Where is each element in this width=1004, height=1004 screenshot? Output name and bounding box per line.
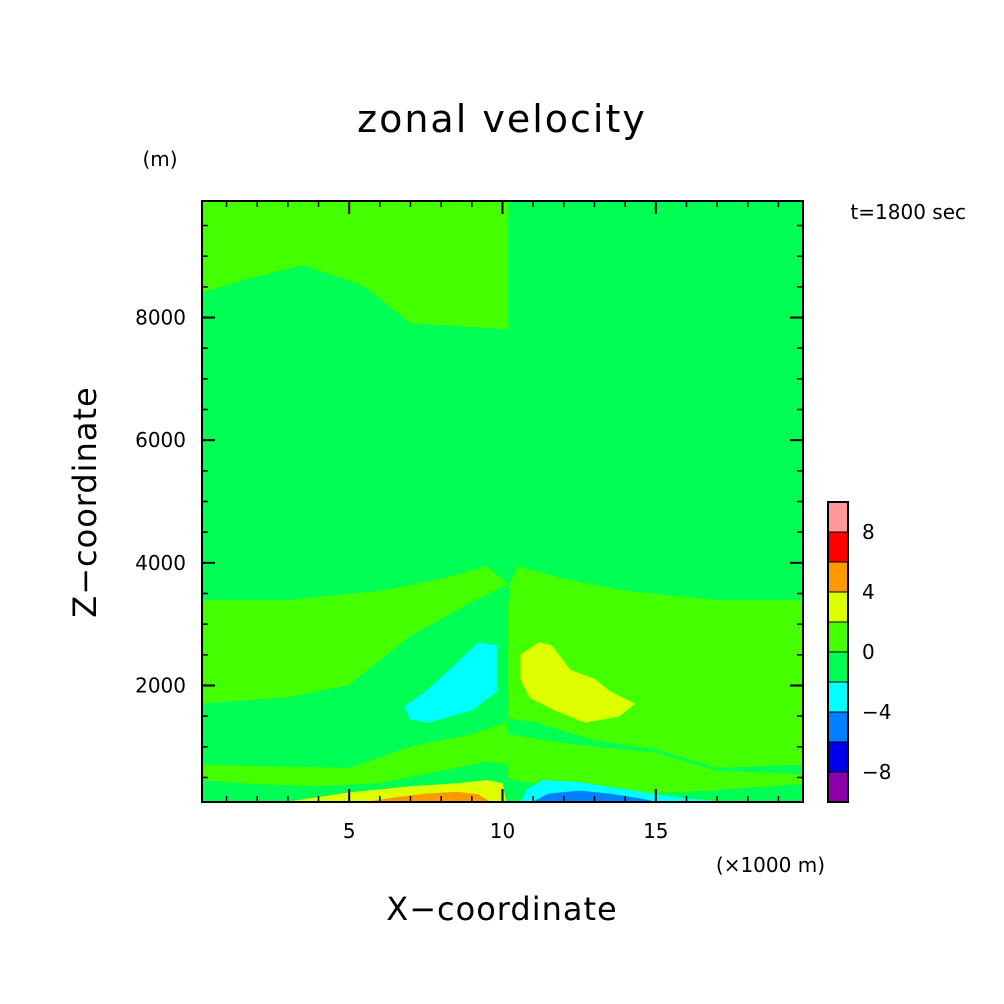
- colorbar-tick-label: 4: [862, 580, 875, 604]
- colorbar-tick-label: 0: [862, 640, 875, 664]
- colorbar-swatch: [827, 531, 849, 563]
- colorbar-swatch: [827, 591, 849, 623]
- contour-plot-area: [202, 201, 803, 802]
- colorbar-swatch: [827, 711, 849, 743]
- x-unit-label: (×1000 m): [716, 853, 825, 877]
- x-tick-label: 10: [490, 819, 515, 843]
- x-axis-title: X−coordinate: [386, 890, 617, 928]
- y-axis-ticks: 2000 4000 6000 8000: [135, 306, 803, 697]
- colorbar-tick-label: −4: [862, 700, 891, 724]
- colorbar-tick-label: 8: [862, 520, 875, 544]
- time-annotation: t=1800 sec: [850, 200, 966, 224]
- colorbar-swatch: [827, 651, 849, 683]
- contour-region-15: [367, 791, 491, 802]
- y-axis-title: Z−coordinate: [66, 386, 104, 617]
- contour-regions: [202, 201, 803, 802]
- y-tick-label: 2000: [135, 673, 186, 697]
- y-tick-label: 8000: [135, 306, 186, 330]
- contour-region-11: [508, 734, 803, 794]
- colorbar-swatch: [827, 681, 849, 713]
- colorbar-swatch: [827, 621, 849, 653]
- colorbar-swatch: [827, 501, 849, 533]
- contour-region-12: [403, 642, 497, 723]
- x-axis-ticks: 5 10 15: [343, 201, 669, 843]
- chart-title: zonal velocity: [357, 97, 647, 141]
- colorbar-swatch: [827, 561, 849, 593]
- colorbar-swatch: [827, 741, 849, 773]
- y-tick-label: 6000: [135, 428, 186, 452]
- y-unit-label: (m): [142, 147, 177, 171]
- x-tick-label: 15: [643, 819, 668, 843]
- colorbar-swatch: [827, 771, 849, 803]
- x-tick-label: 5: [343, 819, 356, 843]
- colorbar-tick-label: −8: [862, 760, 891, 784]
- contour-region-13: [520, 642, 635, 723]
- colorbar: −8 −4 0 4 8: [827, 501, 891, 803]
- contour-region-5: [508, 341, 803, 600]
- y-tick-label: 4000: [135, 551, 186, 575]
- colorbar-frame: [827, 501, 849, 803]
